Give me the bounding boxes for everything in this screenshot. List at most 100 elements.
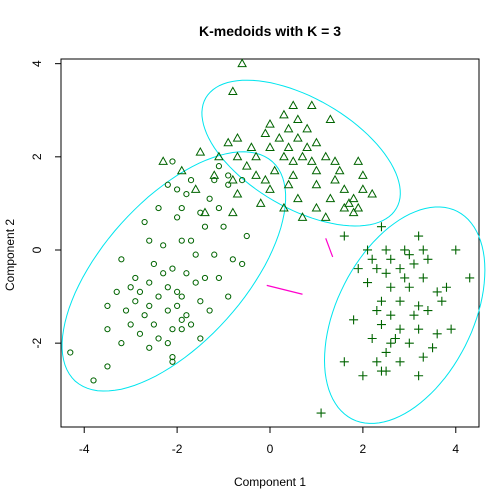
data-point-triangle bbox=[190, 184, 201, 193]
data-point-circle bbox=[146, 237, 153, 244]
data-point-plus bbox=[395, 296, 405, 306]
data-point-plus bbox=[418, 352, 428, 362]
data-point-plus bbox=[400, 273, 410, 283]
data-point-circle bbox=[174, 288, 181, 296]
data-point-triangle bbox=[311, 165, 322, 175]
data-point-circle bbox=[155, 335, 162, 342]
data-point-circle bbox=[201, 223, 209, 230]
chart-title: K-medoids with K = 3 bbox=[199, 23, 341, 39]
data-point-triangle bbox=[302, 123, 312, 133]
data-point-triangle bbox=[325, 193, 336, 203]
data-point-plus bbox=[363, 278, 373, 288]
data-point-circle bbox=[183, 190, 190, 198]
data-point-circle bbox=[178, 293, 185, 300]
data-point-triangle bbox=[260, 128, 271, 137]
x-tick-label: 0 bbox=[267, 442, 274, 456]
data-point-plus bbox=[316, 408, 326, 418]
data-point-triangle bbox=[348, 193, 359, 203]
data-point-circle bbox=[67, 349, 74, 356]
data-point-circle bbox=[164, 307, 171, 314]
data-point-triangle bbox=[279, 109, 289, 119]
data-point-plus bbox=[414, 231, 424, 241]
data-point-circle bbox=[178, 237, 185, 244]
data-point-plus bbox=[441, 282, 451, 292]
data-point-circle bbox=[197, 335, 204, 342]
data-point-circle bbox=[164, 284, 171, 291]
data-point-plus bbox=[376, 222, 386, 232]
data-point-circle bbox=[155, 204, 162, 212]
data-point-triangle bbox=[232, 151, 243, 161]
data-point-plus bbox=[451, 245, 461, 255]
data-point-triangle bbox=[367, 188, 378, 198]
data-point-triangle bbox=[311, 137, 322, 147]
data-point-triangle bbox=[330, 156, 340, 165]
x-tick-label: -2 bbox=[172, 442, 183, 456]
data-points bbox=[67, 58, 475, 418]
data-point-plus bbox=[400, 245, 410, 255]
cluster-ellipses bbox=[61, 79, 486, 424]
data-point-plus bbox=[437, 296, 447, 306]
data-point-triangle bbox=[288, 170, 299, 179]
data-point-triangle bbox=[320, 212, 331, 221]
data-point-circle bbox=[187, 321, 195, 328]
data-point-plus bbox=[395, 357, 405, 367]
data-point-circle bbox=[174, 186, 181, 193]
data-point-plus bbox=[418, 273, 428, 283]
data-point-circle bbox=[183, 312, 190, 319]
cluster-ellipse-2 bbox=[201, 79, 401, 227]
data-point-triangle bbox=[293, 114, 303, 123]
data-point-plus bbox=[404, 338, 414, 348]
data-point-triangle bbox=[274, 132, 285, 142]
data-point-circle bbox=[164, 340, 171, 347]
data-point-circle bbox=[206, 307, 213, 314]
data-point-circle bbox=[225, 172, 232, 179]
data-point-circle bbox=[146, 344, 153, 351]
data-point-circle bbox=[183, 270, 190, 277]
data-point-triangle bbox=[265, 118, 275, 128]
data-point-circle bbox=[127, 321, 134, 328]
data-point-circle bbox=[127, 284, 134, 291]
data-point-triangle bbox=[232, 188, 243, 198]
data-point-circle bbox=[169, 326, 176, 333]
data-point-circle bbox=[215, 204, 223, 212]
data-point-circle bbox=[104, 326, 111, 333]
data-point-triangle bbox=[288, 156, 299, 165]
data-point-circle bbox=[178, 326, 185, 333]
data-point-circle bbox=[150, 260, 157, 268]
data-point-circle bbox=[211, 177, 218, 184]
data-point-circle bbox=[243, 232, 250, 240]
data-point-circle bbox=[192, 279, 199, 286]
data-point-plus bbox=[432, 329, 442, 339]
data-point-circle bbox=[169, 265, 176, 272]
data-point-plus bbox=[386, 338, 396, 348]
data-point-triangle bbox=[320, 151, 331, 161]
data-point-circle bbox=[169, 354, 176, 361]
data-point-circle bbox=[160, 270, 167, 277]
data-point-triangle bbox=[353, 156, 364, 165]
cluster-ellipse-1 bbox=[61, 151, 287, 392]
data-point-triangle bbox=[297, 212, 308, 221]
data-point-triangle bbox=[353, 202, 364, 212]
data-point-triangle bbox=[344, 198, 354, 207]
data-point-circle bbox=[141, 312, 148, 319]
data-point-circle bbox=[136, 288, 144, 296]
data-point-circle bbox=[225, 293, 232, 300]
data-point-triangle bbox=[358, 170, 368, 179]
data-point-triangle bbox=[246, 142, 257, 151]
data-point-circle bbox=[220, 223, 227, 230]
data-point-circle bbox=[132, 298, 139, 305]
data-point-triangle bbox=[158, 156, 169, 165]
data-point-plus bbox=[367, 333, 377, 343]
data-point-plus bbox=[414, 371, 424, 381]
data-point-circle bbox=[201, 274, 209, 282]
data-point-triangle bbox=[200, 207, 210, 217]
data-point-triangle bbox=[358, 184, 368, 193]
data-point-plus bbox=[381, 245, 391, 255]
data-point-plus bbox=[381, 347, 391, 357]
data-point-circle bbox=[239, 260, 246, 268]
data-point-triangle bbox=[288, 100, 299, 110]
data-point-circle bbox=[122, 307, 130, 314]
data-point-triangle bbox=[311, 202, 322, 212]
data-point-plus bbox=[414, 301, 424, 311]
